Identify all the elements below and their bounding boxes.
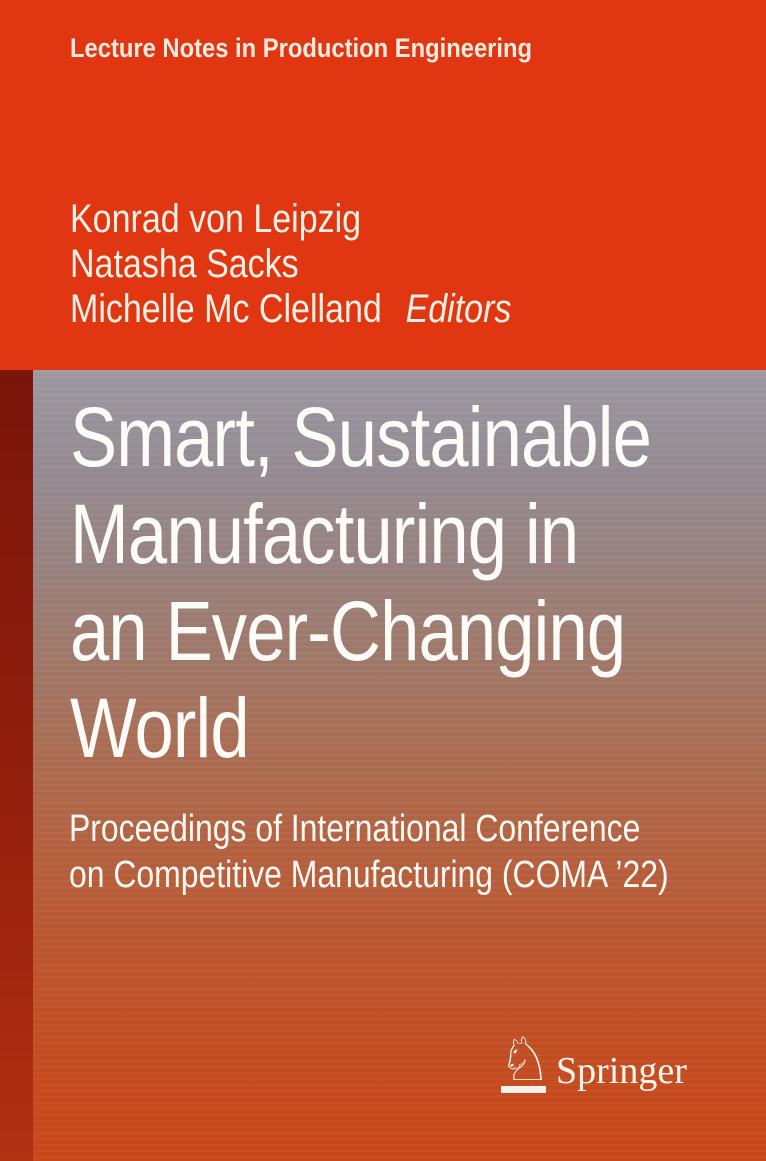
book-subtitle: Proceedings of International Conference …: [69, 806, 669, 898]
left-accent-strip: [0, 370, 33, 1161]
chess-knight-icon: ♘: [498, 1025, 552, 1095]
title-panel: Smart, Sustainable Manufacturing in an E…: [33, 370, 766, 1161]
editor-name-with-role: Michelle Mc Clelland Editors: [70, 287, 511, 332]
logo-underline: [501, 1086, 546, 1093]
editor-name: Michelle Mc Clelland: [70, 287, 382, 331]
title-line: World: [70, 681, 250, 775]
title-line: an Ever-Changing: [70, 584, 626, 678]
book-title: Smart, Sustainable Manufacturing in an E…: [70, 389, 652, 777]
title-line: Manufacturing in: [70, 487, 579, 581]
editors-block: Konrad von Leipzig Natasha Sacks Michell…: [70, 197, 511, 332]
publisher-name: Springer: [556, 1050, 687, 1092]
title-line: Smart, Sustainable: [70, 390, 652, 484]
subtitle-line: on Competitive Manufacturing (COMA ’22): [69, 854, 669, 896]
editor-name: Konrad von Leipzig: [70, 197, 362, 241]
springer-logo: ♘ Springer: [33, 370, 766, 1161]
series-title: Lecture Notes in Production Engineering: [70, 33, 533, 63]
subtitle-line: Proceedings of International Conference: [69, 808, 641, 850]
editors-role-label: Editors: [405, 287, 512, 331]
editor-name: Natasha Sacks: [70, 242, 299, 286]
top-red-band: Lecture Notes in Production Engineering …: [0, 0, 766, 370]
